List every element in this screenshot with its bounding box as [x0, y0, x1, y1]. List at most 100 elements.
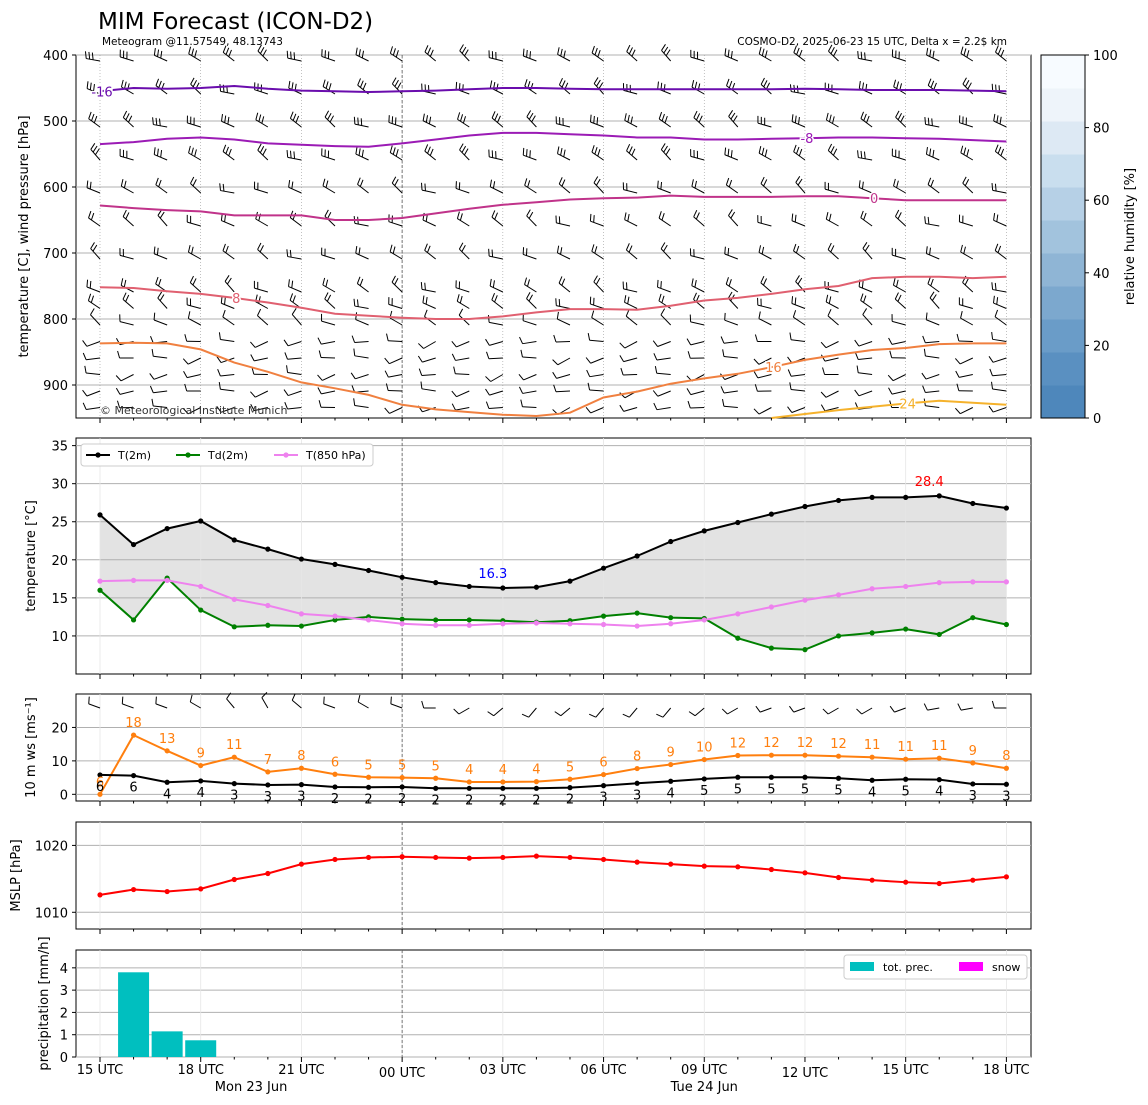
upper-air-wind-barb-feather: [353, 298, 356, 307]
data-point: [869, 877, 875, 883]
upper-air-wind-barb-feather: [758, 46, 762, 55]
upper-air-wind-barb-feather: [553, 334, 557, 343]
upper-air-wind-staff: [222, 250, 235, 260]
upper-air-wind-barb-feather: [962, 77, 967, 85]
upper-air-wind-barb-feather: [384, 370, 389, 378]
upper-air-wind-staff: [623, 357, 638, 363]
upper-air-wind-staff: [925, 390, 940, 393]
upper-air-wind-staff: [457, 218, 470, 227]
wind-panel-staff: [662, 707, 672, 718]
upper-air-wind-barb-feather: [531, 115, 536, 123]
wind-panel-staff: [827, 707, 839, 715]
upper-air-wind-staff: [557, 252, 571, 260]
gust-label: 5: [432, 759, 440, 774]
upper-air-wind-barb-feather: [155, 117, 158, 126]
wind-panel-staff: [190, 701, 201, 709]
upper-air-wind-barb-feather: [425, 115, 429, 123]
upper-air-wind-barb-feather: [261, 116, 265, 124]
upper-air-wind-barb-feather: [189, 275, 194, 283]
upper-air-wind-staff: [522, 390, 537, 394]
upper-air-wind-staff: [690, 341, 705, 346]
upper-air-wind-staff: [757, 221, 772, 227]
upper-air-wind-barb-feather: [424, 282, 426, 291]
upper-air-wind-barb-feather: [520, 349, 523, 358]
upper-air-wind-staff: [187, 357, 201, 365]
upper-air-wind-staff: [927, 184, 940, 194]
upper-air-wind-staff: [858, 57, 873, 62]
upper-air-wind-barb-feather: [125, 212, 130, 220]
wind-speed-label: 4: [667, 786, 675, 801]
upper-air-wind-staff: [992, 289, 1007, 293]
upper-air-wind-barb-feather: [455, 81, 458, 90]
data-point: [399, 784, 405, 790]
wind-panel-staff: [960, 707, 973, 711]
upper-air-wind-staff: [86, 357, 101, 361]
upper-air-wind-barb-feather: [728, 279, 732, 287]
upper-air-wind-barb-feather: [728, 80, 733, 88]
upper-air-wind-barb-feather: [90, 295, 95, 303]
upper-air-wind-barb-feather: [155, 78, 160, 86]
upper-air-wind-barb-feather: [94, 148, 100, 155]
upper-air-wind-barb-feather: [864, 52, 866, 60]
upper-air-wind-barb-feather: [596, 79, 601, 87]
upper-air-wind-barb-feather: [428, 116, 432, 125]
data-point: [164, 748, 170, 754]
upper-air-wind-barb-feather: [594, 246, 598, 254]
upper-air-wind-barb-feather: [288, 180, 291, 188]
chart-subtitle-location: Meteogram @11.57549, 48.13743: [102, 36, 283, 48]
upper-air-wind-barb-feather: [82, 389, 88, 397]
data-point: [399, 616, 405, 622]
upper-air-wind-barb-feather: [626, 144, 631, 152]
upper-air-wind-staff: [691, 285, 705, 293]
data-point: [399, 621, 405, 627]
wind-speed-label: 2: [364, 792, 372, 807]
upper-air-wind-staff: [724, 253, 739, 260]
upper-air-wind-staff: [388, 221, 403, 227]
wind-speed-label: 3: [633, 788, 641, 803]
upper-air-wind-barb-feather: [151, 349, 154, 357]
upper-air-wind-staff: [255, 301, 269, 309]
upper-air-wind-barb-feather: [158, 80, 162, 88]
upper-air-wind-staff: [90, 248, 101, 260]
upper-air-wind-staff: [153, 405, 168, 408]
upper-air-wind-barb-feather: [228, 49, 232, 57]
data-point: [231, 754, 237, 760]
legend-marker: [283, 452, 289, 458]
data-point: [1003, 874, 1009, 880]
data-point: [869, 754, 875, 760]
wind-ytick-label: 20: [51, 721, 68, 736]
contour-line: [99, 194, 1007, 221]
upper-air-wind-barb-feather: [92, 244, 98, 252]
upper-air-wind-barb-feather: [224, 115, 227, 123]
data-point: [903, 879, 909, 885]
upper-air-wind-barb-feather: [989, 368, 993, 376]
upper-air-wind-barb-feather: [389, 244, 393, 252]
upper-air-wind-barb-feather: [429, 148, 434, 156]
data-point: [298, 623, 305, 629]
upper-air-wind-barb-feather: [695, 294, 700, 302]
x-tick-label: 06 UTC: [580, 1063, 626, 1078]
upper-air-wind-barb-feather: [84, 51, 87, 59]
upper-air-wind-barb-feather: [487, 315, 490, 323]
copyright-note: © Meteorological Institute Munich: [100, 404, 287, 417]
upper-air-wind-barb-feather: [160, 50, 163, 59]
wind-panel-barb-feather: [155, 696, 157, 704]
upper-air-wind-barb-feather: [828, 114, 832, 122]
upper-air-wind-barb-feather: [485, 338, 490, 346]
upper-air-wind-barb-feather: [591, 244, 595, 252]
gust-label: 8: [633, 750, 641, 765]
upper-air-wind-staff: [489, 341, 503, 346]
upper-air-wind-barb-feather: [991, 183, 994, 191]
upper-air-wind-barb-feather: [619, 355, 625, 362]
upper-air-wind-barb-feather: [730, 112, 736, 120]
wind-panel-staff: [528, 707, 537, 718]
upper-air-wind-barb-feather: [226, 277, 232, 285]
upper-air-wind-barb-feather: [660, 143, 666, 150]
upper-air-wind-staff: [658, 217, 671, 227]
data-point: [1003, 505, 1009, 511]
upper-air-wind-staff: [790, 389, 806, 392]
upper-air-wind-barb-feather: [291, 181, 294, 189]
upper-air-wind-barb-feather: [357, 78, 361, 86]
upper-air-frame: [75, 54, 1032, 419]
data-point: [365, 567, 372, 574]
